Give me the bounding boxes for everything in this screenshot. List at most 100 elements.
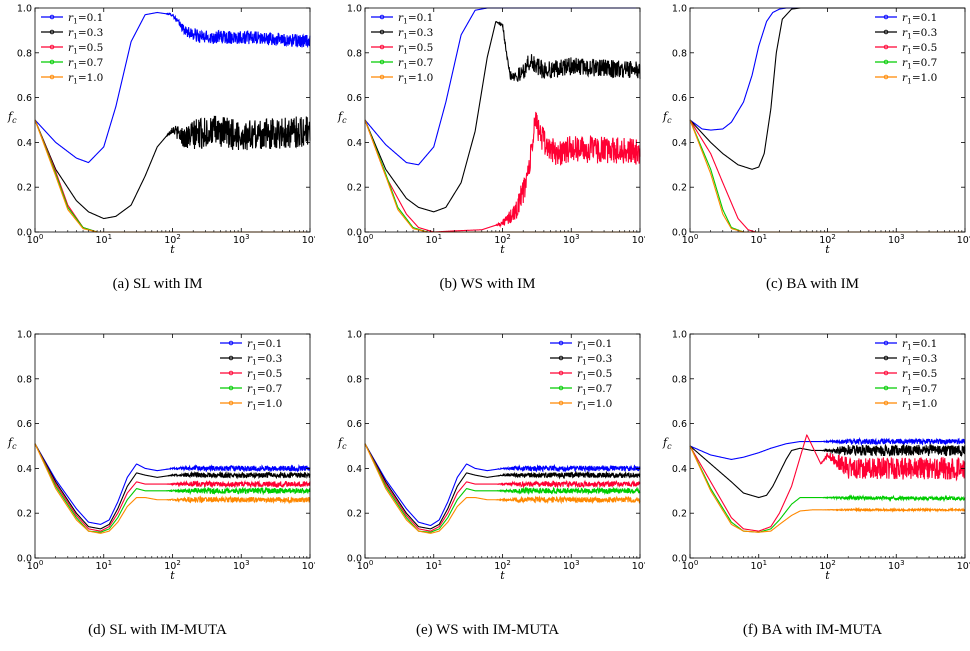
- x-axis-label: t: [170, 243, 175, 256]
- legend-label: r1=1.0: [902, 72, 937, 86]
- legend-marker: [49, 59, 55, 65]
- legend-label: r1=1.0: [247, 398, 282, 412]
- x-tick-label: 103: [888, 233, 905, 246]
- legend-label: r1=0.3: [247, 353, 282, 367]
- y-tick-label: 0.4: [17, 464, 32, 475]
- x-axis-label: t: [825, 569, 830, 582]
- y-tick-label: 1.0: [672, 330, 687, 341]
- y-axis-label: fc: [662, 436, 672, 451]
- chart-panel-f: 0.0 0.2 0.4 0.6 0.8 1.0 100 101 102 103 104 t fc r1=0…: [655, 326, 970, 651]
- chart-svg-c: 0.0 0.2 0.4 0.6 0.8 1.0 100 101 102 103 104 t fc r1=0…: [662, 4, 970, 257]
- legend-label: r1=0.5: [398, 42, 433, 56]
- y-tick-label: 0.4: [347, 464, 362, 475]
- x-tick-label: 101: [95, 233, 112, 246]
- y-tick-label: 1.0: [17, 330, 32, 341]
- x-tick-label: 101: [750, 559, 767, 572]
- x-tick-label: 101: [425, 233, 442, 246]
- chart-svg-b: 0.0 0.2 0.4 0.6 0.8 1.0 100 101 102 103 104 t fc r1=0…: [337, 4, 645, 257]
- y-tick-label: 0.0: [17, 554, 32, 565]
- x-tick-label: 101: [95, 559, 112, 572]
- legend-marker: [228, 355, 234, 361]
- y-tick-label: 0.8: [672, 374, 687, 385]
- series-line: [689, 443, 966, 499]
- legend-label: r1=1.0: [577, 398, 612, 412]
- chart-panel-d: 0.0 0.2 0.4 0.6 0.8 1.0 100 101 102 103 104 t fc r1=0…: [0, 326, 315, 651]
- series-line: [34, 443, 311, 532]
- legend-label: r1=0.1: [577, 338, 612, 352]
- x-tick-label: 100: [357, 233, 374, 246]
- legend-marker: [558, 385, 564, 391]
- series-line: [689, 119, 965, 233]
- x-tick-label: 103: [563, 559, 580, 572]
- y-axis-label: fc: [7, 436, 17, 451]
- series-line: [689, 445, 966, 533]
- legend-marker: [883, 355, 889, 361]
- x-tick-label: 102: [164, 233, 181, 246]
- y-tick-label: 0.0: [17, 228, 32, 239]
- y-axis-label: fc: [7, 110, 17, 125]
- chart-caption-c: (c) BA with IM: [766, 276, 859, 292]
- legend-marker: [558, 340, 564, 346]
- x-tick-label: 102: [494, 233, 511, 246]
- legend-label: r1=0.7: [398, 57, 433, 71]
- legend-label: r1=0.5: [577, 368, 612, 382]
- legend-marker: [228, 370, 234, 376]
- x-tick-label: 101: [425, 559, 442, 572]
- x-tick-label: 100: [682, 233, 699, 246]
- legend-marker: [379, 29, 385, 35]
- legend-marker: [379, 74, 385, 80]
- legend-marker: [883, 340, 889, 346]
- legend-marker: [379, 44, 385, 50]
- y-tick-label: 1.0: [347, 330, 362, 341]
- chart-panel-a: 0.0 0.2 0.4 0.6 0.8 1.0 100 101 102 103 104 t fc r1=0…: [0, 0, 315, 325]
- y-tick-label: 0.8: [672, 48, 687, 59]
- y-tick-label: 1.0: [347, 4, 362, 15]
- y-tick-label: 0.6: [17, 419, 32, 430]
- legend-label: r1=0.7: [902, 383, 937, 397]
- series-line: [34, 443, 311, 534]
- legend-marker: [558, 355, 564, 361]
- y-tick-label: 0.0: [347, 228, 362, 239]
- y-tick-label: 0.6: [347, 93, 362, 104]
- legend-label: r1=0.3: [577, 353, 612, 367]
- legend-marker: [379, 59, 385, 65]
- x-tick-label: 100: [27, 233, 44, 246]
- x-tick-label: 104: [302, 559, 315, 572]
- y-tick-label: 0.4: [17, 138, 32, 149]
- y-axis-label: fc: [662, 110, 672, 125]
- series-line: [689, 445, 966, 533]
- legend-label: r1=1.0: [902, 398, 937, 412]
- y-tick-label: 0.8: [17, 48, 32, 59]
- y-tick-label: 0.0: [672, 554, 687, 565]
- chart-caption-b: (b) WS with IM: [439, 276, 536, 292]
- legend-marker: [883, 370, 889, 376]
- series-line: [689, 119, 965, 233]
- series-line: [689, 436, 966, 460]
- x-axis-label: t: [500, 569, 505, 582]
- series-line: [364, 21, 641, 213]
- y-tick-label: 0.2: [17, 509, 32, 520]
- legend-marker: [49, 29, 55, 35]
- x-tick-label: 100: [357, 559, 374, 572]
- series-line: [34, 443, 311, 533]
- series-line: [364, 443, 641, 533]
- legend-marker: [228, 385, 234, 391]
- y-tick-label: 0.4: [347, 138, 362, 149]
- legend-label: r1=1.0: [398, 72, 433, 86]
- legend-label: r1=0.1: [902, 12, 937, 26]
- x-tick-label: 100: [27, 559, 44, 572]
- chart-svg-a: 0.0 0.2 0.4 0.6 0.8 1.0 100 101 102 103 104 t fc r1=0…: [7, 4, 315, 257]
- series-line: [364, 443, 641, 534]
- legend-marker: [228, 340, 234, 346]
- legend-marker: [883, 400, 889, 406]
- y-axis-label: fc: [337, 436, 347, 451]
- y-tick-label: 0.6: [672, 419, 687, 430]
- chart-panel-c: 0.0 0.2 0.4 0.6 0.8 1.0 100 101 102 103 104 t fc r1=0…: [655, 0, 970, 325]
- legend-label: r1=0.5: [247, 368, 282, 382]
- y-tick-label: 0.8: [17, 374, 32, 385]
- y-tick-label: 0.4: [672, 138, 687, 149]
- legend-marker: [883, 385, 889, 391]
- legend-marker: [883, 59, 889, 65]
- chart-panel-e: 0.0 0.2 0.4 0.6 0.8 1.0 100 101 102 103 104 t fc r1=0…: [330, 326, 645, 651]
- legend-label: r1=0.5: [68, 42, 103, 56]
